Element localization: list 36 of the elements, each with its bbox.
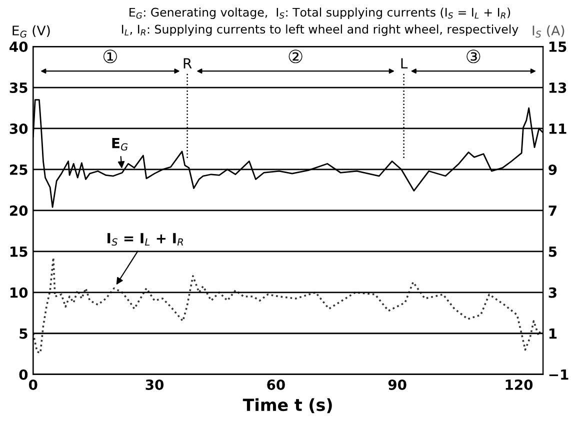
y-tick-label: 15 bbox=[10, 246, 28, 257]
y2-tick-label: 9 bbox=[548, 164, 557, 175]
y2-tick-label: 5 bbox=[548, 246, 557, 257]
chart-subtitle: I$_{L}$, I$_{R}$: Supplying currents to left wheel and right wheel, respectively bbox=[122, 24, 518, 36]
chart-title: E$_{G}$: Generating voltage, I$_{S}$: Total supplying currents (I$_{S}$ = I$_{L}$ + I$_{R}$) bbox=[130, 8, 510, 20]
annotation: ② bbox=[288, 50, 302, 64]
y-tick-label: 35 bbox=[10, 82, 28, 93]
y2-tick-label: 15 bbox=[549, 42, 566, 52]
line-series bbox=[33, 256, 542, 354]
y-tick-label: 20 bbox=[10, 205, 28, 216]
x-axis-title: Time t (s) bbox=[242, 398, 332, 414]
annotation: ① bbox=[103, 50, 117, 64]
x-tick-label: 90 bbox=[388, 379, 406, 390]
x-tick-label: 120 bbox=[506, 379, 533, 390]
x-tick-label: 60 bbox=[267, 379, 285, 390]
ref-line-label: L bbox=[401, 58, 408, 68]
y2-tick-label: 1 bbox=[549, 328, 557, 339]
y-tick-label: 40 bbox=[10, 42, 28, 52]
y2-tick-label: 3 bbox=[548, 287, 556, 298]
y2-axis-title: I$_{S}$ (A) bbox=[532, 25, 564, 38]
x-tick-label: 0 bbox=[28, 379, 38, 390]
y2-tick-label: 13 bbox=[549, 82, 566, 93]
y-tick-label: 25 bbox=[10, 164, 28, 175]
series-label: E$_{G}$ bbox=[112, 138, 128, 151]
y-tick-label: 0 bbox=[19, 369, 28, 380]
y2-tick-label: 7 bbox=[548, 206, 556, 216]
annotation: ③ bbox=[466, 50, 480, 64]
y-axis-title: E$_{G}$ (V) bbox=[12, 25, 50, 38]
y2-tick-label: −1 bbox=[549, 370, 568, 380]
y-tick-label: 10 bbox=[10, 287, 28, 298]
text: I$_{S}$ = I$_{L}$ + I$_{R}$ bbox=[108, 233, 183, 246]
y-tick-label: 5 bbox=[20, 328, 28, 339]
y2-tick-label: 11 bbox=[549, 124, 566, 134]
x-tick-label: 30 bbox=[146, 379, 164, 390]
ref-line-label: R bbox=[184, 58, 192, 68]
y-tick-label: 30 bbox=[10, 123, 28, 134]
